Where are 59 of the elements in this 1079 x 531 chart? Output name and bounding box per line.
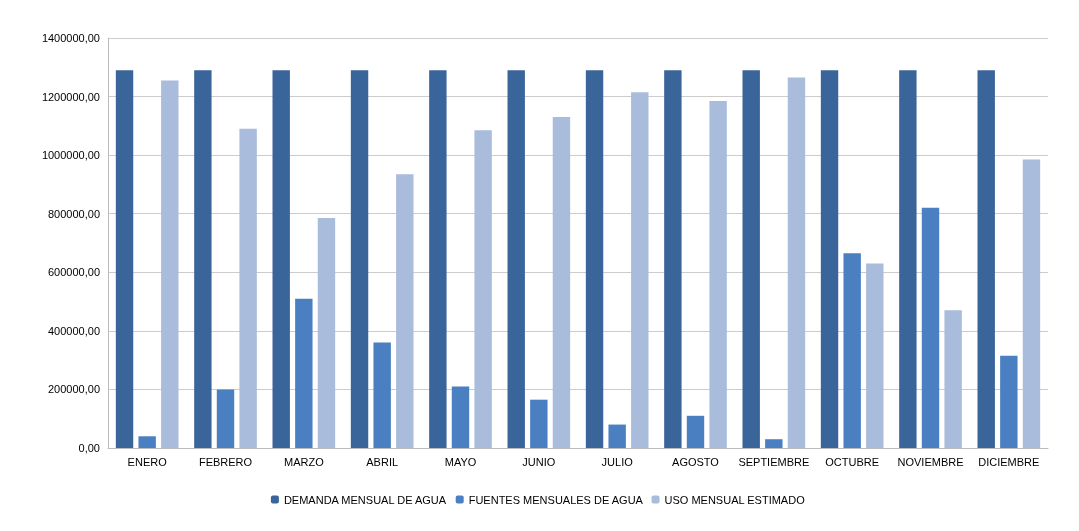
bar xyxy=(350,70,369,448)
bar xyxy=(585,70,604,448)
bar xyxy=(608,424,626,448)
bar xyxy=(787,77,806,448)
x-tick-label: NOVIEMBRE xyxy=(897,455,964,468)
x-tick-label: AGOSTO xyxy=(672,455,720,468)
y-tick-label: 200000,00 xyxy=(48,383,100,396)
x-tick-label: JULIO xyxy=(601,455,634,468)
bar xyxy=(451,386,470,448)
bar xyxy=(664,70,682,448)
bar xyxy=(552,117,571,448)
bar xyxy=(921,207,940,448)
bar xyxy=(977,70,995,448)
y-tick-label: 1400000,00 xyxy=(41,32,100,44)
y-tick-label: 0,00 xyxy=(78,442,100,454)
y-tick-label: 600000,00 xyxy=(48,266,100,279)
x-tick-label: JUNIO xyxy=(522,455,556,468)
bar xyxy=(194,70,212,448)
bar xyxy=(820,70,839,448)
bar xyxy=(216,389,235,448)
x-tick-label: DICIEMBRE xyxy=(978,455,1040,468)
bar xyxy=(686,415,705,448)
bar xyxy=(899,70,917,448)
bar xyxy=(239,128,257,448)
bar xyxy=(944,310,962,448)
bar xyxy=(709,100,727,448)
bar xyxy=(742,70,760,448)
x-tick-label: MAYO xyxy=(444,455,477,468)
bar xyxy=(373,342,391,448)
legend-label: USO MENSUAL ESTIMADO xyxy=(664,493,806,506)
bar xyxy=(1022,159,1041,448)
x-tick-label: OCTUBRE xyxy=(825,455,880,468)
bar xyxy=(1000,355,1018,448)
bar xyxy=(765,439,783,448)
bar xyxy=(530,399,548,448)
bar xyxy=(138,436,156,448)
bar xyxy=(317,218,336,448)
x-tick-label: SEPTIEMBRE xyxy=(738,455,810,468)
bar xyxy=(295,298,313,448)
y-tick-label: 400000,00 xyxy=(48,324,100,337)
bar xyxy=(866,263,884,448)
bar xyxy=(115,70,134,448)
y-tick-label: 1000000,00 xyxy=(41,149,100,162)
x-tick-label: ENERO xyxy=(127,455,168,468)
bar xyxy=(507,70,525,448)
bar xyxy=(272,70,290,448)
bar xyxy=(429,70,447,448)
bar xyxy=(843,253,861,448)
legend-label: DEMANDA MENSUAL DE AGUA xyxy=(283,493,447,506)
bar xyxy=(631,92,649,448)
bar xyxy=(396,174,414,448)
x-tick-label: ABRIL xyxy=(366,455,399,468)
bar xyxy=(161,80,179,448)
legend-label: FUENTES MENSUALES DE AGUA xyxy=(468,493,644,506)
x-tick-label: MARZO xyxy=(283,455,325,468)
x-tick-label: FEBRERO xyxy=(198,455,253,468)
bar xyxy=(474,130,492,448)
y-tick-label: 1200000,00 xyxy=(41,90,100,103)
y-tick-label: 800000,00 xyxy=(48,207,100,220)
